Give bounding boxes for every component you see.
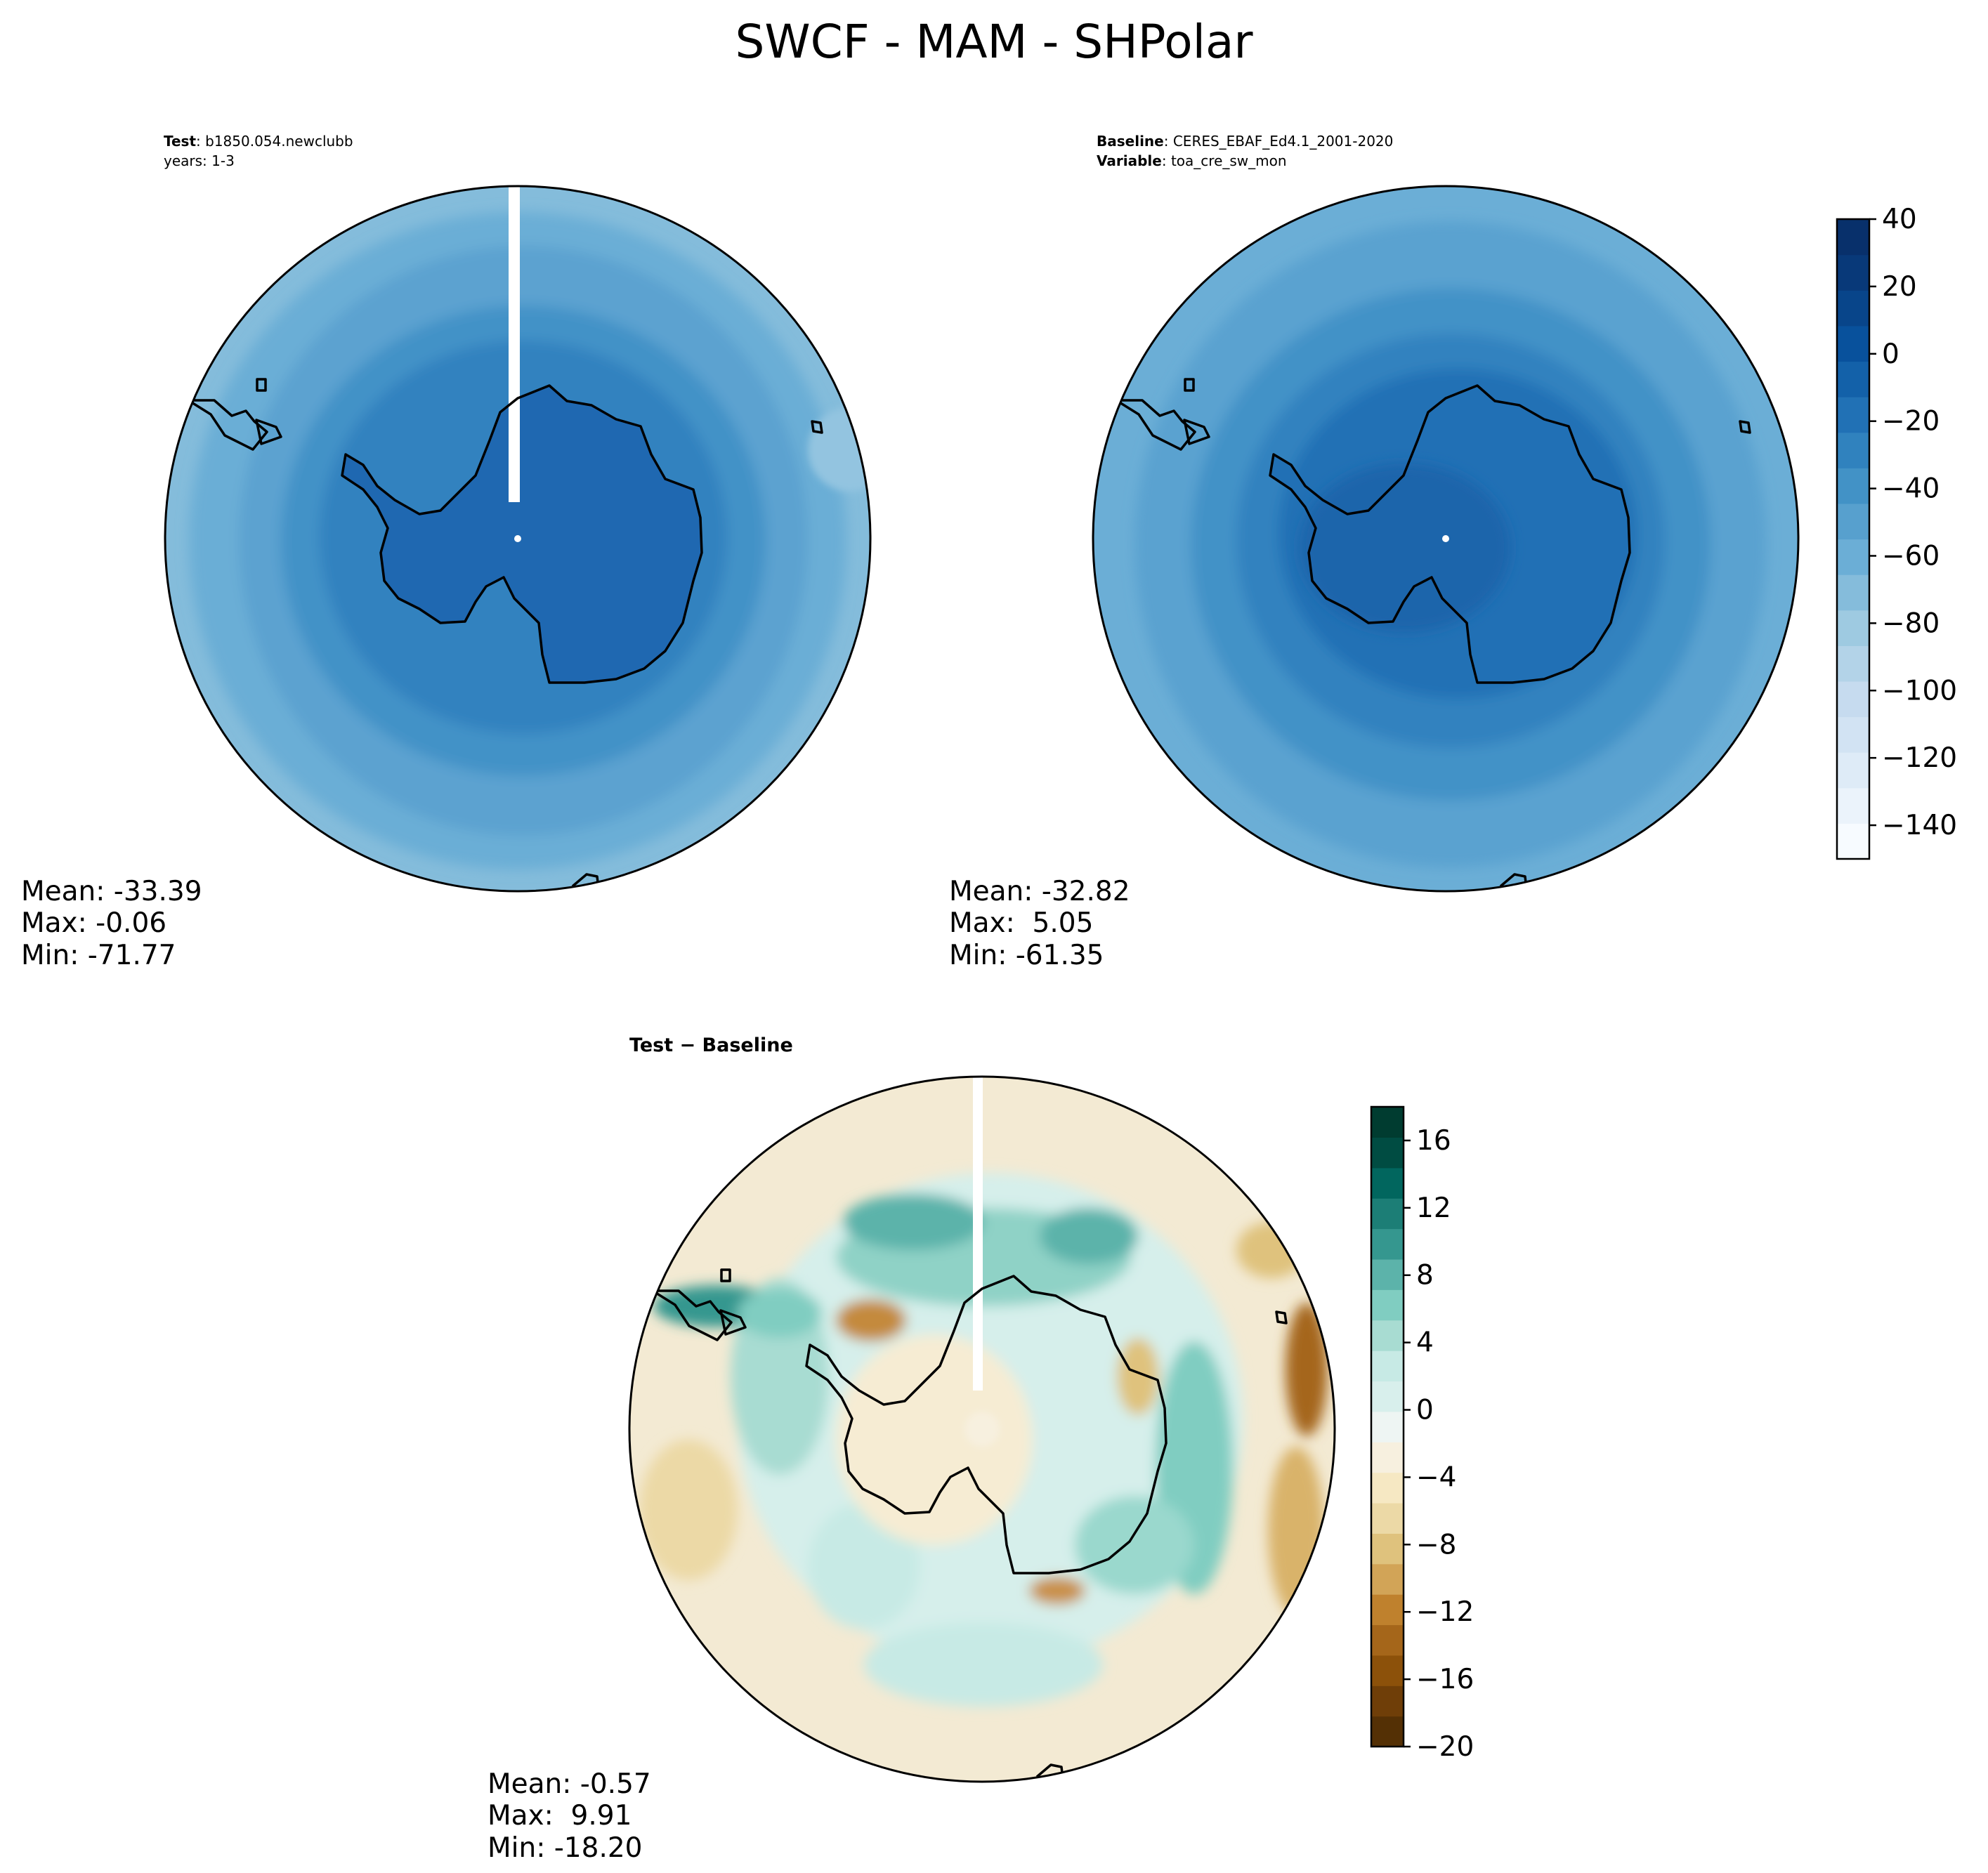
colorbar-difference-tick-label: −12 (1416, 1596, 1474, 1628)
map-test-border (164, 185, 872, 893)
colorbar-swcf-tick-label: 0 (1882, 339, 1899, 370)
colorbar-difference-tick-label: 16 (1416, 1125, 1451, 1157)
colorbar-difference-segment (1371, 1655, 1404, 1686)
svg-text:Max: 5.05: Max: 5.05 (949, 907, 1093, 939)
panel-baseline-header: Baseline: CERES_EBAF_Ed4.1_2001-2020 (1097, 133, 1393, 150)
colorbar-swcf-segment (1837, 397, 1869, 433)
map-baseline-border (1092, 185, 1800, 893)
colorbar-difference-segment (1371, 1107, 1404, 1138)
panel-baseline-stats: Mean: -32.82 Max: 5.05 Min: -61.35 (949, 876, 1130, 971)
svg-text:Max: -0.06: Max: -0.06 (21, 907, 166, 939)
colorbar-swcf-segment (1837, 574, 1869, 611)
colorbar-difference-segment (1371, 1563, 1404, 1595)
colorbar-difference-segment (1371, 1137, 1404, 1169)
colorbar-difference-tick-label: −4 (1416, 1461, 1457, 1493)
colorbar-swcf-frame (1836, 218, 1871, 860)
missing-data-strip (973, 1077, 983, 1391)
colorbar-difference-tick-label: −16 (1416, 1664, 1474, 1695)
colorbar-swcf-tick-label: −80 (1882, 607, 1940, 639)
colorbar-swcf-segment (1837, 361, 1869, 397)
map-difference-border (628, 1075, 1336, 1783)
panel-test-years: years: 1-3 (164, 152, 235, 169)
colorbar-difference-tick-label: 12 (1416, 1192, 1451, 1224)
colorbar-swcf-tick-label: −140 (1882, 810, 1957, 841)
missing-data-strip (509, 186, 520, 502)
panel-test-header: Test: b1850.054.newclubb (164, 133, 353, 150)
svg-text:Mean: -0.57: Mean: -0.57 (488, 1768, 651, 1800)
colorbar-swcf-segment (1837, 539, 1869, 575)
colorbar-swcf-segment (1837, 219, 1869, 256)
colorbar-swcf-segment (1837, 468, 1869, 504)
panel-test: Test: b1850.054.newclubb years: 1-3 (21, 133, 872, 971)
panel-difference-header: Test − Baseline (629, 1034, 793, 1056)
svg-text:Mean: -32.82: Mean: -32.82 (949, 876, 1130, 907)
svg-text:Min: -71.77: Min: -71.77 (21, 940, 176, 971)
panel-baseline-variable: Variable: toa_cre_sw_mon (1097, 152, 1287, 169)
panel-difference: Test − Baseline (488, 1034, 1474, 1864)
map-test (165, 186, 870, 891)
colorbar-swcf-segment (1837, 290, 1869, 327)
colorbar-difference: −20 −16 −12 −8 −4 0 4 8 12 16 (1370, 1105, 1474, 1763)
map-baseline (1093, 186, 1798, 891)
colorbar-difference-segment (1371, 1594, 1404, 1626)
colorbar-difference-segment (1371, 1381, 1404, 1412)
colorbar-swcf-segment (1837, 823, 1869, 860)
colorbar-difference-segment (1371, 1320, 1404, 1351)
colorbar-difference-tick-label: 4 (1416, 1327, 1434, 1359)
colorbar-difference-segment (1371, 1472, 1404, 1504)
panel-baseline: Baseline: CERES_EBAF_Ed4.1_2001-2020 Var… (949, 133, 1957, 971)
svg-text:Mean: -33.39: Mean: -33.39 (21, 876, 202, 907)
colorbar-difference-segment (1371, 1350, 1404, 1382)
colorbar-swcf-tick-label: 20 (1882, 271, 1917, 303)
colorbar-difference-tick-label: 8 (1416, 1260, 1434, 1292)
colorbar-swcf-segment (1837, 610, 1869, 646)
colorbar-difference-frame (1370, 1105, 1405, 1748)
colorbar-difference-segment (1371, 1258, 1404, 1290)
colorbar-swcf-tick-label: 40 (1882, 204, 1917, 235)
colorbar-difference-segment (1371, 1411, 1404, 1442)
colorbar-swcf-segment (1837, 787, 1869, 824)
colorbar-swcf-tick-label: −60 (1882, 540, 1940, 572)
colorbar-difference-segment (1371, 1716, 1404, 1747)
colorbar-difference-tick-label: 0 (1416, 1395, 1434, 1426)
colorbar-swcf-tick-label: −20 (1882, 406, 1940, 438)
colorbar-swcf-tick-label: −40 (1882, 473, 1940, 505)
colorbar-swcf-segment (1837, 752, 1869, 789)
colorbar-swcf-segment (1837, 645, 1869, 682)
colorbar-difference-segment (1371, 1198, 1404, 1230)
colorbar-difference-segment (1371, 1502, 1404, 1534)
panel-test-stats: Mean: -33.39 Max: -0.06 Min: -71.77 (21, 876, 202, 971)
colorbar-swcf-tick-label: −100 (1882, 675, 1957, 707)
colorbar-swcf-segment (1837, 716, 1869, 753)
colorbar-difference-segment (1371, 1685, 1404, 1717)
colorbar-difference-segment (1371, 1167, 1404, 1199)
colorbar-swcf-segment (1837, 503, 1869, 540)
colorbar-swcf-segment (1837, 254, 1869, 291)
svg-text:Min: -18.20: Min: -18.20 (488, 1832, 642, 1864)
colorbar-swcf-segment (1837, 681, 1869, 718)
figure-title: SWCF - MAM - SHPolar (735, 15, 1253, 69)
colorbar-difference-segment (1371, 1533, 1404, 1565)
colorbar-difference-tick-label: −20 (1416, 1731, 1474, 1763)
colorbar-difference-segment (1371, 1442, 1404, 1473)
colorbar-swcf: −140 −120 −100 −80 −60 −40 −20 0 20 40 (1836, 204, 1957, 860)
panel-difference-stats: Mean: -0.57 Max: 9.91 Min: -18.20 (488, 1768, 651, 1864)
colorbar-difference-tick-label: −8 (1416, 1529, 1457, 1560)
colorbar-swcf-tick-label: −120 (1882, 742, 1957, 774)
colorbar-difference-segment (1371, 1624, 1404, 1656)
colorbar-swcf-segment (1837, 325, 1869, 362)
svg-text:Max: 9.91: Max: 9.91 (488, 1800, 632, 1832)
colorbar-difference-segment (1371, 1289, 1404, 1321)
svg-text:Min: -61.35: Min: -61.35 (949, 940, 1104, 971)
map-difference (629, 1077, 1335, 1782)
colorbar-swcf-segment (1837, 432, 1869, 468)
colorbar-difference-segment (1371, 1228, 1404, 1260)
